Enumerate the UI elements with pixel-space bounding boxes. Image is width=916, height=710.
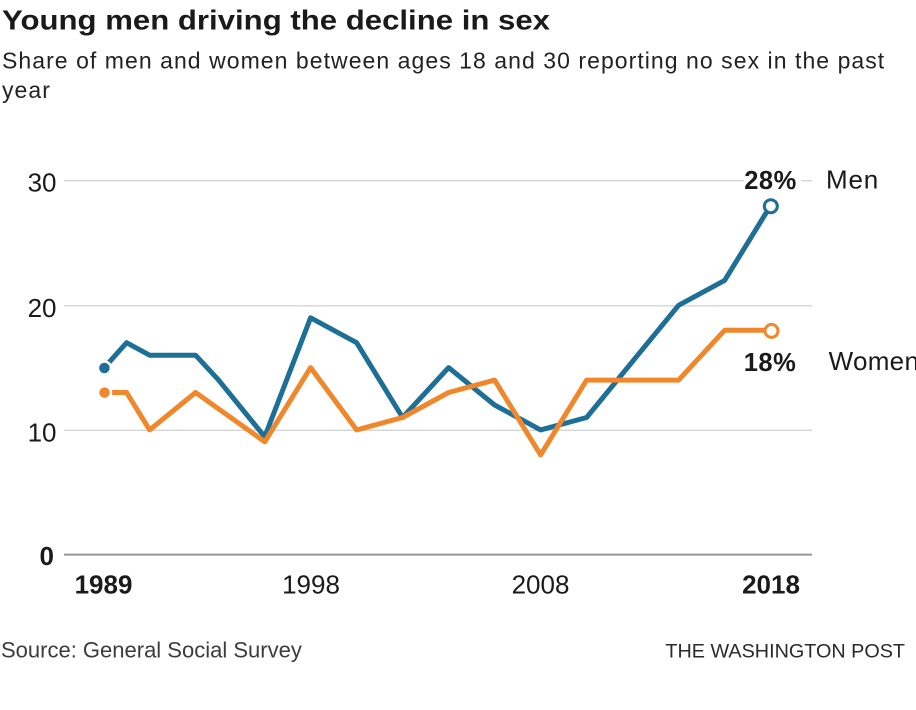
svg-text:18%: 18% [744, 349, 797, 377]
svg-text:THE WASHINGTON POST: THE WASHINGTON POST [665, 641, 905, 663]
svg-text:Source: General Social Survey: Source: General Social Survey [1, 638, 302, 663]
svg-text:30: 30 [28, 168, 57, 198]
svg-text:Women: Women [829, 346, 916, 376]
svg-text:2018: 2018 [742, 570, 800, 600]
svg-text:1989: 1989 [75, 570, 133, 600]
svg-text:Share of men and women between: Share of men and women between ages 18 a… [2, 48, 885, 74]
svg-text:2008: 2008 [512, 570, 570, 600]
svg-text:Men: Men [826, 165, 879, 195]
svg-text:28%: 28% [744, 167, 797, 195]
svg-text:1998: 1998 [282, 570, 340, 600]
svg-text:Young men driving the decline: Young men driving the decline in sex [2, 5, 551, 36]
svg-text:20: 20 [28, 293, 57, 323]
svg-text:0: 0 [40, 541, 54, 571]
svg-text:year: year [2, 77, 51, 103]
svg-text:10: 10 [28, 417, 57, 447]
